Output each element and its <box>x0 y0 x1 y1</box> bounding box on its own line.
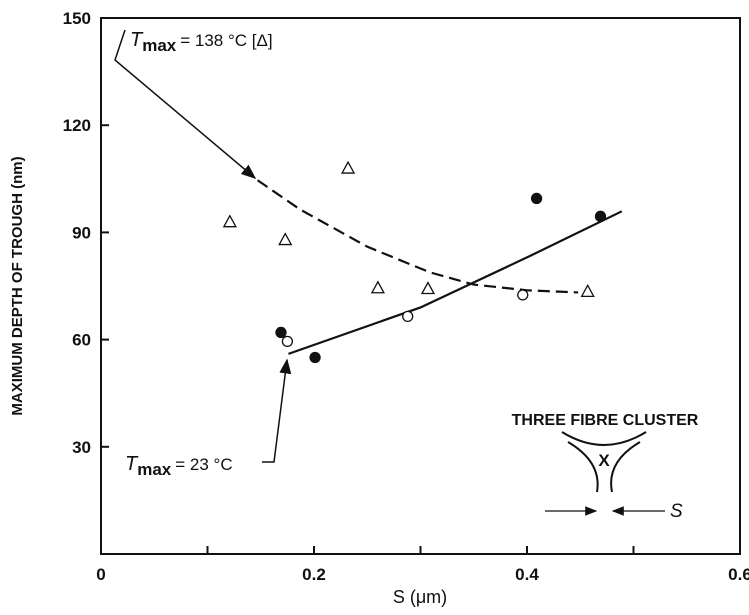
annotation-text: = 138 °C [Δ] <box>180 31 272 50</box>
inset-center: X <box>598 451 610 470</box>
point <box>275 326 287 339</box>
point <box>222 214 237 228</box>
point <box>530 192 543 205</box>
point <box>420 281 436 295</box>
fit-line <box>256 179 579 294</box>
x-tick-label: 0 <box>96 565 105 584</box>
x-tick-label: 0.2 <box>302 565 326 584</box>
y-tick-label: 60 <box>72 331 91 350</box>
x-tick-label: 0.6 <box>728 565 749 584</box>
leader <box>262 358 292 463</box>
y-tick-label: 90 <box>72 223 91 242</box>
y-axis-label: MAXIMUM DEPTH OF TROUGH (nm) <box>9 156 26 415</box>
annotation: Tmax = 138 °C [Δ] <box>130 29 273 55</box>
x-axis-label: S (μm) <box>393 587 447 607</box>
y-tick-label: 150 <box>63 9 91 28</box>
point <box>517 289 529 301</box>
point <box>309 351 321 364</box>
annotation-symbol: T <box>125 453 139 475</box>
point <box>594 210 607 222</box>
annotation: Tmax = 23 °C <box>125 453 233 479</box>
y-tick-label: 30 <box>72 438 91 457</box>
annotation-text: = 23 °C <box>175 455 232 474</box>
point <box>370 280 385 294</box>
leader <box>114 29 257 179</box>
annotation-sub: max <box>137 460 172 479</box>
point <box>278 232 293 246</box>
point <box>580 284 595 298</box>
annotation-sub: max <box>142 36 177 55</box>
point <box>340 160 356 174</box>
x-tick-label: 0.4 <box>515 565 539 584</box>
inset-gap: S <box>670 501 683 522</box>
annotation-symbol: T <box>130 29 144 51</box>
point <box>402 310 414 323</box>
point <box>281 335 294 348</box>
fit-line <box>288 210 623 355</box>
inset-title: THREE FIBRE CLUSTER <box>512 412 699 429</box>
fibre-outline <box>561 431 647 493</box>
y-tick-label: 120 <box>63 116 91 135</box>
